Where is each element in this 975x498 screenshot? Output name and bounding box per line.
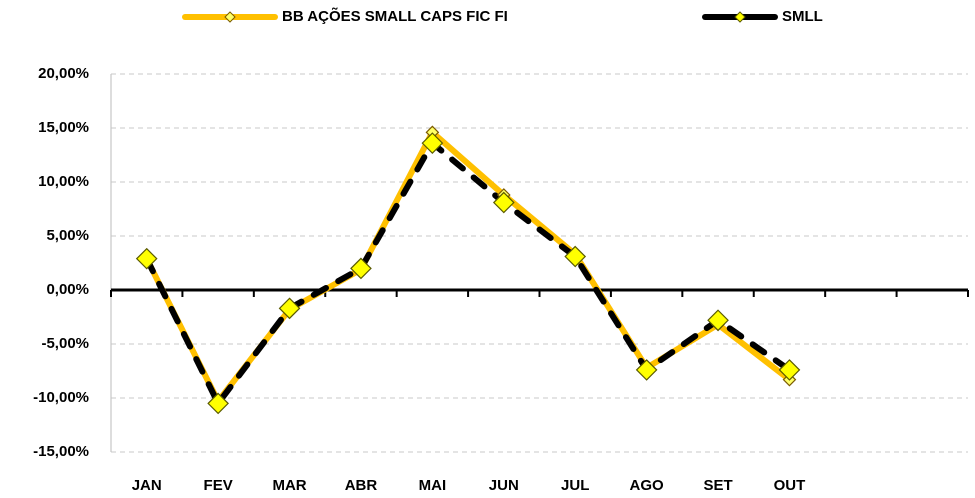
point-marker xyxy=(564,245,587,268)
x-tick-label: FEV xyxy=(204,477,233,494)
point-marker xyxy=(778,359,801,381)
x-tick-label: JAN xyxy=(132,477,162,494)
point-marker xyxy=(207,392,229,415)
x-tick-label: MAR xyxy=(272,477,306,494)
y-tick-label: 10,00% xyxy=(38,173,89,190)
y-tick-label: -15,00% xyxy=(33,443,89,460)
point-marker xyxy=(278,297,301,320)
point-marker xyxy=(635,359,658,381)
x-tick-label: ABR xyxy=(345,477,378,494)
x-tick-label: JUN xyxy=(489,477,519,494)
y-tick-label: 0,00% xyxy=(46,281,89,298)
x-tick-label: OUT xyxy=(774,477,806,494)
point-marker xyxy=(350,257,372,280)
legend-label: SMLL xyxy=(782,8,823,25)
x-tick-label: SET xyxy=(703,477,732,494)
legend-label: BB AÇÕES SMALL CAPS FIC FI xyxy=(282,7,508,25)
point-marker xyxy=(707,309,729,332)
y-tick-label: 5,00% xyxy=(46,227,89,244)
series-line xyxy=(143,140,793,407)
y-tick-label: -10,00% xyxy=(33,389,89,406)
point-marker xyxy=(492,191,515,214)
y-tick-label: 15,00% xyxy=(38,119,89,136)
legend-marker xyxy=(224,11,236,23)
x-tick-label: JUL xyxy=(561,477,589,494)
point-marker xyxy=(135,247,158,270)
point-marker xyxy=(421,132,444,154)
y-tick-label: -5,00% xyxy=(41,335,89,352)
legend-marker xyxy=(734,11,746,23)
x-tick-label: AGO xyxy=(630,477,665,494)
y-tick-label: 20,00% xyxy=(38,65,89,82)
series-line xyxy=(144,129,792,405)
x-tick-label: MAI xyxy=(419,477,447,494)
